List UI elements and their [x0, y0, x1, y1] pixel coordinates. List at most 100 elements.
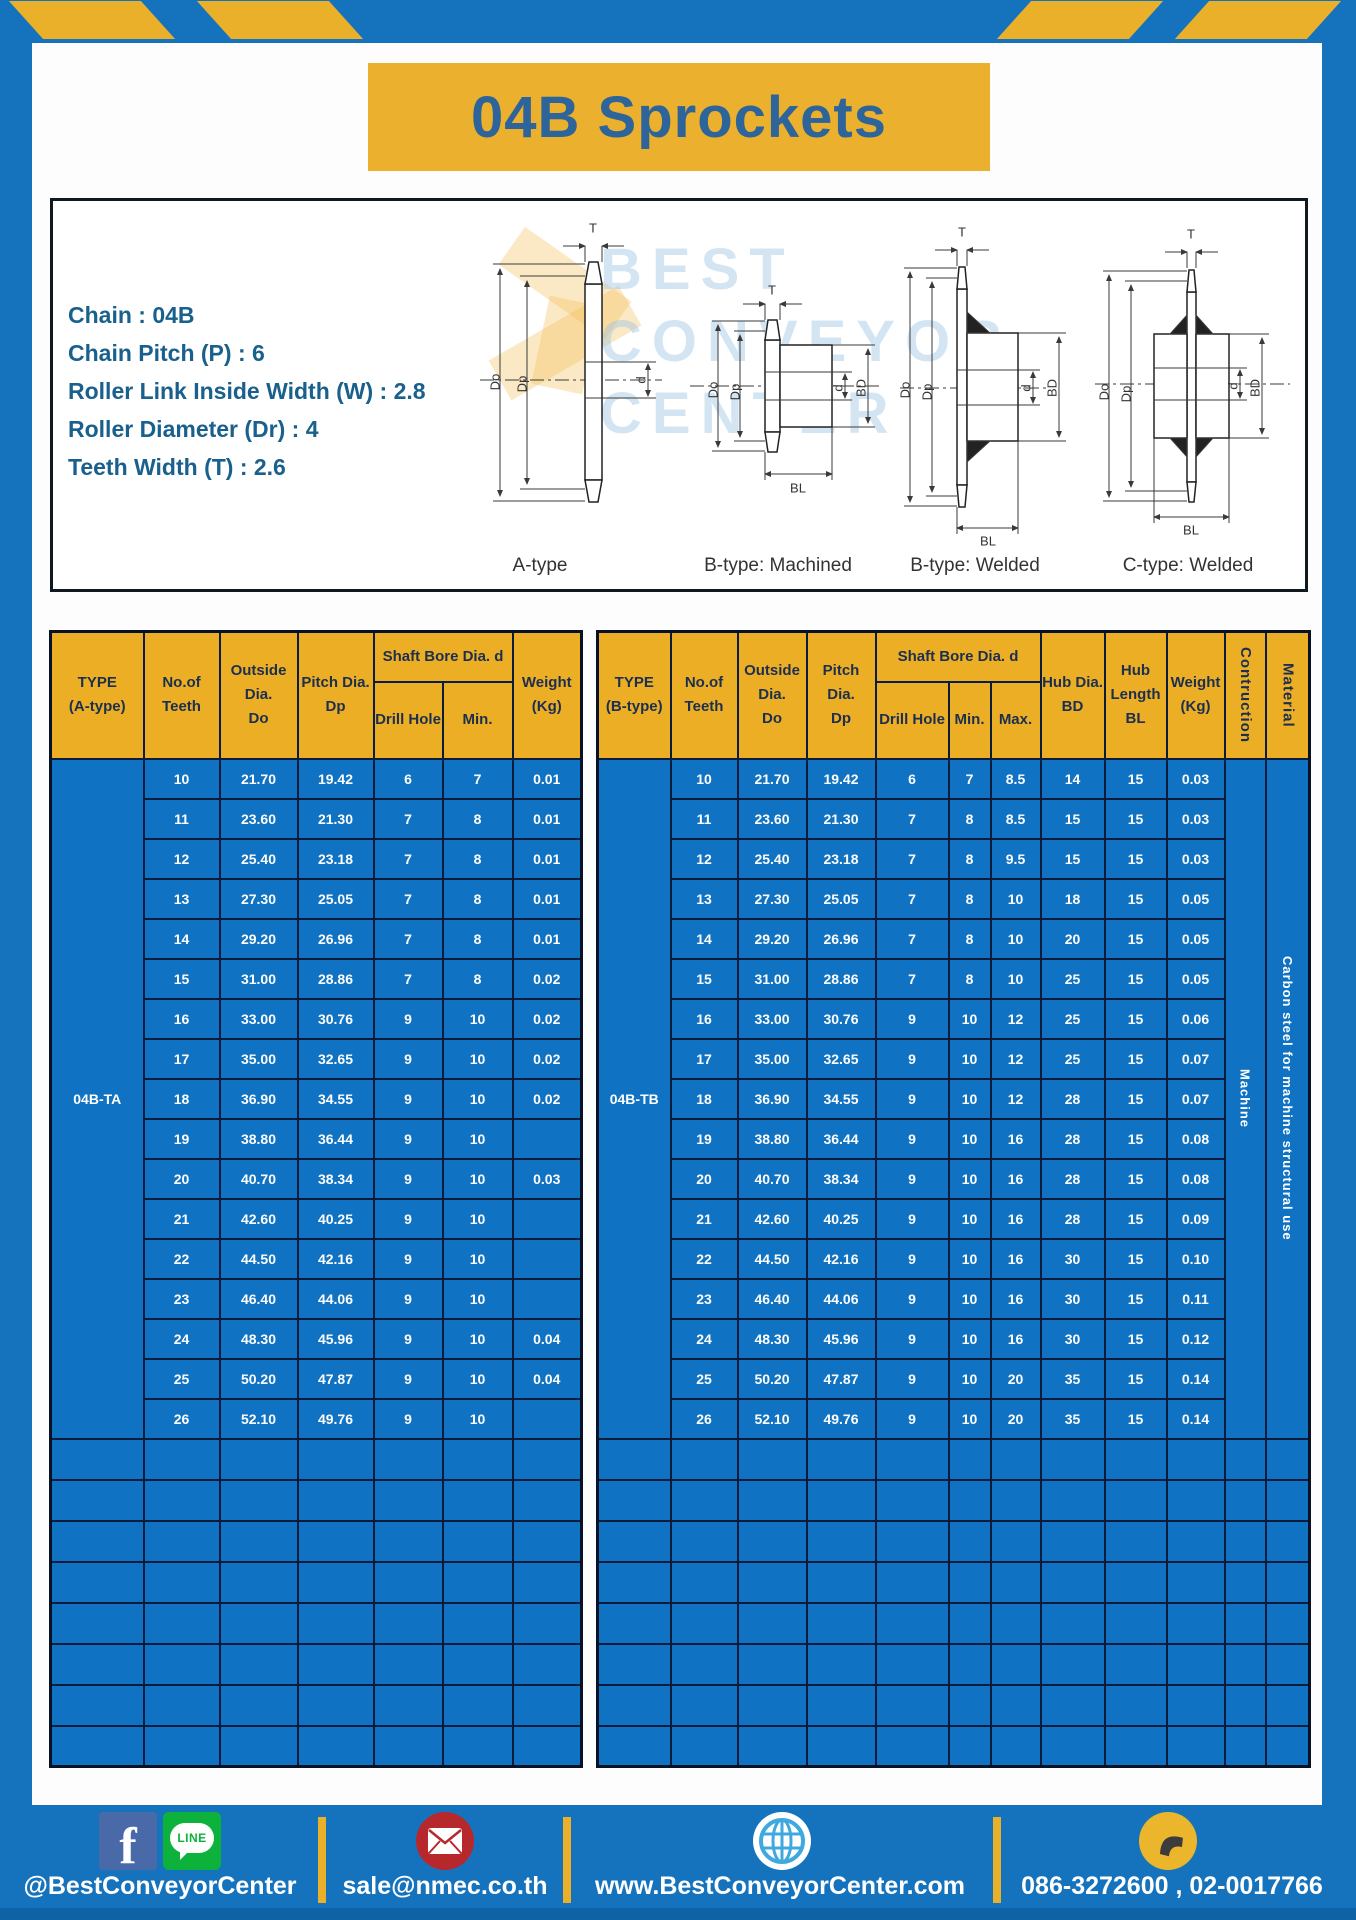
table-cell: 42.16 — [296, 1237, 375, 1280]
table-cell: 20 — [989, 1397, 1042, 1440]
table-cell — [1165, 1519, 1226, 1563]
email-text[interactable]: sale@nmec.co.th — [342, 1872, 548, 1900]
table-cell: 28 — [1039, 1197, 1106, 1240]
table-cell: 25 — [669, 1357, 739, 1400]
table-cell: 10 — [441, 1197, 514, 1240]
email-icon[interactable] — [416, 1812, 474, 1870]
table-cell: 15 — [142, 957, 221, 1000]
table-cell: 0.02 — [511, 997, 583, 1040]
table-cell: 0.01 — [511, 917, 583, 960]
table-cell — [669, 1642, 739, 1686]
table-cell: 21 — [142, 1197, 221, 1240]
table-cell — [511, 1724, 583, 1768]
table-cell: 25 — [1039, 957, 1106, 1000]
table-cell — [736, 1642, 808, 1686]
website-text[interactable]: www.BestConveyorCenter.com — [594, 1872, 965, 1900]
watermark-text: BEST — [600, 237, 795, 302]
table-cell: 15 — [1103, 1197, 1168, 1240]
table-cell: 0.02 — [511, 1037, 583, 1080]
table-cell — [736, 1437, 808, 1481]
table-cell: 9 — [874, 1357, 950, 1400]
table-cell: 10 — [989, 877, 1042, 920]
table-cell: 9 — [372, 1197, 444, 1240]
table-row: 04B-TA 10 21.70 19.42 6 7 0.01 — [49, 757, 583, 1440]
table-cell — [142, 1724, 221, 1768]
table-cell — [511, 1642, 583, 1686]
table-cell — [441, 1437, 514, 1481]
table-cell — [947, 1724, 992, 1768]
type-cell: 04B-TA — [49, 757, 145, 1440]
table-cell: 24 — [142, 1317, 221, 1360]
table-cell — [947, 1519, 992, 1563]
col-teeth: No.of Teeth — [669, 630, 739, 760]
table-cell — [1103, 1683, 1168, 1727]
table-cell — [49, 1642, 145, 1686]
table-row: 14 29.20 26.96 7 8 0.01 — [51, 917, 583, 960]
table-cell — [1264, 1560, 1311, 1604]
dimension-label: Dp — [1118, 385, 1134, 403]
hazard-stripe — [8, 1, 176, 39]
table-cell — [1039, 1519, 1106, 1563]
line-icon[interactable]: LINE — [163, 1812, 221, 1870]
table-cell — [669, 1683, 739, 1727]
table-cell: 26.96 — [805, 917, 877, 960]
table-cell — [218, 1437, 299, 1481]
dimension-label: Do — [705, 381, 721, 399]
table-cell: 16 — [989, 1277, 1042, 1320]
variant-label: B-type: Machined — [704, 555, 852, 576]
table-cell — [372, 1601, 444, 1645]
table-cell — [296, 1601, 375, 1645]
table-cell: 29.20 — [736, 917, 808, 960]
table-cell — [511, 1117, 583, 1160]
table-cell: 20 — [142, 1157, 221, 1200]
col-outside: Outside Dia. Do — [736, 630, 808, 760]
table-row: 18 36.90 34.55 9 10 12 28 15 0.07 — [598, 1077, 1310, 1120]
table-cell: 21.30 — [805, 797, 877, 840]
table-cell: 24 — [669, 1317, 739, 1360]
empty-row — [596, 1724, 1311, 1768]
table-row: 17 35.00 32.65 9 10 12 25 15 0.07 — [598, 1037, 1310, 1080]
table-cell: 26.96 — [296, 917, 375, 960]
table-cell — [1264, 1642, 1311, 1686]
social-handle-text[interactable]: @BestConveyorCenter — [23, 1872, 297, 1900]
table-row: 13 27.30 25.05 7 8 0.01 — [51, 877, 583, 920]
table-cell — [1165, 1683, 1226, 1727]
table-cell: 10 — [947, 1237, 992, 1280]
table-cell: 9 — [372, 1037, 444, 1080]
table-cell — [596, 1683, 672, 1727]
facebook-icon[interactable]: f — [99, 1812, 157, 1870]
table-row: 21 42.60 40.25 9 10 16 28 15 0.09 — [598, 1197, 1310, 1240]
hazard-stripe — [196, 1, 364, 39]
table-cell: 26 — [669, 1397, 739, 1440]
phone-text[interactable]: 086-3272600 , 02-0017766 — [1021, 1872, 1323, 1900]
table-cell: 10 — [947, 1317, 992, 1360]
table-cell: 36.44 — [296, 1117, 375, 1160]
table-cell: 28 — [1039, 1157, 1106, 1200]
table-cell — [511, 1683, 583, 1727]
table-cell — [1264, 1724, 1311, 1768]
table-cell: 10 — [989, 917, 1042, 960]
table-cell: 22 — [669, 1237, 739, 1280]
table-cell: 25.05 — [296, 877, 375, 920]
table-cell — [218, 1683, 299, 1727]
table-cell — [441, 1601, 514, 1645]
table-cell: 8 — [947, 837, 992, 880]
table-cell: 48.30 — [736, 1317, 808, 1360]
table-cell: 9 — [874, 1237, 950, 1280]
table-cell — [1103, 1724, 1168, 1768]
table-cell — [736, 1560, 808, 1604]
globe-icon[interactable] — [753, 1812, 811, 1870]
col-weight: Weight (Kg) — [511, 630, 583, 760]
table-cell: 46.40 — [218, 1277, 299, 1320]
table-cell: 13 — [669, 877, 739, 920]
col-shaft-bore: Shaft Bore Dia. d — [372, 630, 514, 683]
phone-icon[interactable] — [1139, 1812, 1197, 1870]
table-row: 23 46.40 44.06 9 10 16 30 15 0.11 — [598, 1277, 1310, 1320]
table-cell: 49.76 — [296, 1397, 375, 1440]
hazard-stripe — [996, 1, 1164, 39]
table-cell: 17 — [142, 1037, 221, 1080]
table-row: 12 25.40 23.18 7 8 9.5 15 15 0.03 — [598, 837, 1310, 880]
table-cell: 30 — [1039, 1317, 1106, 1360]
table-cell: 28.86 — [296, 957, 375, 1000]
table-cell — [874, 1724, 950, 1768]
